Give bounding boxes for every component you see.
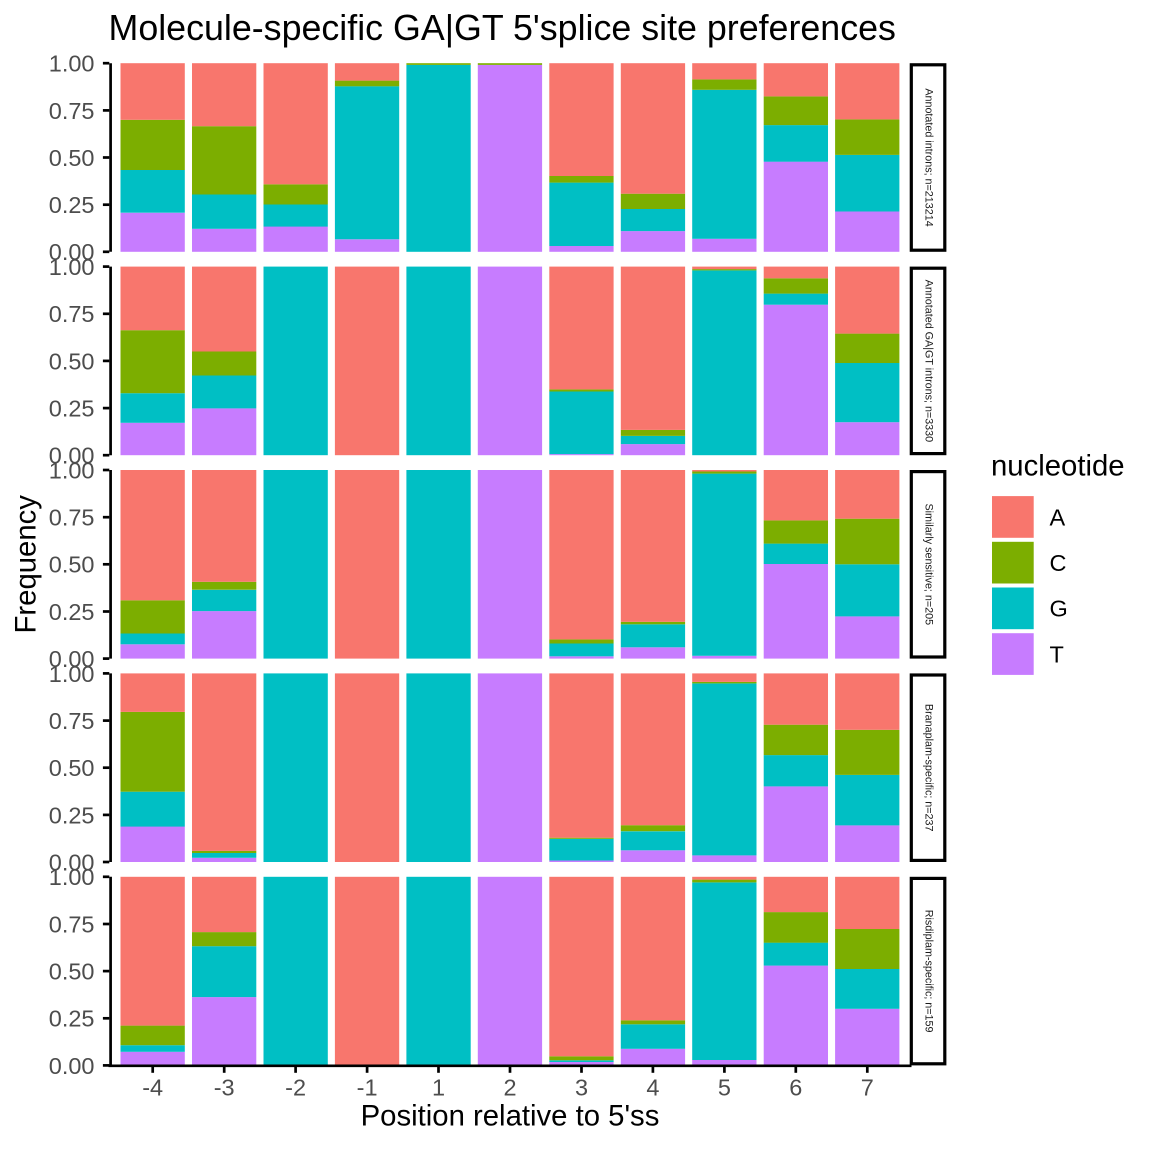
- svg-text:Annotated GA|GT introns; n=333: Annotated GA|GT introns; n=3330: [922, 280, 934, 442]
- svg-text:2: 2: [503, 1075, 516, 1101]
- svg-text:0.50: 0.50: [49, 145, 95, 171]
- svg-text:Branaplam-specific; n=237: Branaplam-specific; n=237: [922, 704, 934, 832]
- svg-text:0.75: 0.75: [49, 98, 95, 124]
- svg-text:-1: -1: [357, 1075, 378, 1101]
- svg-text:1.00: 1.00: [49, 457, 95, 483]
- svg-text:Molecule-specific GA|GT 5'spli: Molecule-specific GA|GT 5'splice site pr…: [109, 8, 896, 48]
- svg-text:G: G: [1050, 596, 1068, 622]
- svg-text:5: 5: [718, 1075, 731, 1101]
- svg-text:4: 4: [646, 1075, 659, 1101]
- svg-text:0.00: 0.00: [49, 443, 95, 469]
- svg-text:0.25: 0.25: [49, 599, 95, 625]
- svg-text:Similarly sensitive; n=205: Similarly sensitive; n=205: [922, 504, 934, 626]
- svg-text:Annotated introns; n=213214: Annotated introns; n=213214: [922, 88, 934, 226]
- svg-text:0.50: 0.50: [49, 552, 95, 578]
- svg-text:3: 3: [575, 1075, 588, 1101]
- svg-text:-4: -4: [142, 1075, 163, 1101]
- svg-text:Risdiplam-specific; n=159: Risdiplam-specific; n=159: [922, 910, 934, 1033]
- svg-text:-2: -2: [285, 1075, 306, 1101]
- svg-text:0.50: 0.50: [49, 755, 95, 781]
- svg-text:0.50: 0.50: [49, 959, 95, 985]
- svg-text:0.25: 0.25: [49, 1006, 95, 1032]
- svg-text:1: 1: [432, 1075, 445, 1101]
- svg-text:0.75: 0.75: [49, 301, 95, 327]
- svg-text:0.00: 0.00: [49, 849, 95, 875]
- svg-text:Frequency: Frequency: [10, 495, 43, 634]
- svg-text:0.00: 0.00: [49, 239, 95, 265]
- svg-text:6: 6: [789, 1075, 802, 1101]
- svg-text:0.75: 0.75: [49, 708, 95, 734]
- svg-text:0.75: 0.75: [49, 911, 95, 937]
- svg-text:nucleotide: nucleotide: [991, 449, 1125, 482]
- svg-text:0.50: 0.50: [49, 348, 95, 374]
- svg-text:1.00: 1.00: [49, 51, 95, 77]
- svg-text:7: 7: [861, 1075, 874, 1101]
- svg-text:0.25: 0.25: [49, 802, 95, 828]
- svg-text:A: A: [1050, 504, 1066, 530]
- svg-text:0.00: 0.00: [49, 1053, 95, 1079]
- svg-text:1.00: 1.00: [49, 864, 95, 890]
- svg-text:1.00: 1.00: [49, 254, 95, 280]
- svg-text:0.25: 0.25: [49, 192, 95, 218]
- svg-text:1.00: 1.00: [49, 661, 95, 687]
- svg-text:C: C: [1050, 550, 1067, 576]
- svg-text:T: T: [1050, 641, 1064, 667]
- svg-text:Position relative to 5'ss: Position relative to 5'ss: [361, 1100, 660, 1133]
- svg-text:0.25: 0.25: [49, 396, 95, 422]
- svg-text:-3: -3: [214, 1075, 235, 1101]
- svg-text:0.75: 0.75: [49, 505, 95, 531]
- svg-text:0.00: 0.00: [49, 646, 95, 672]
